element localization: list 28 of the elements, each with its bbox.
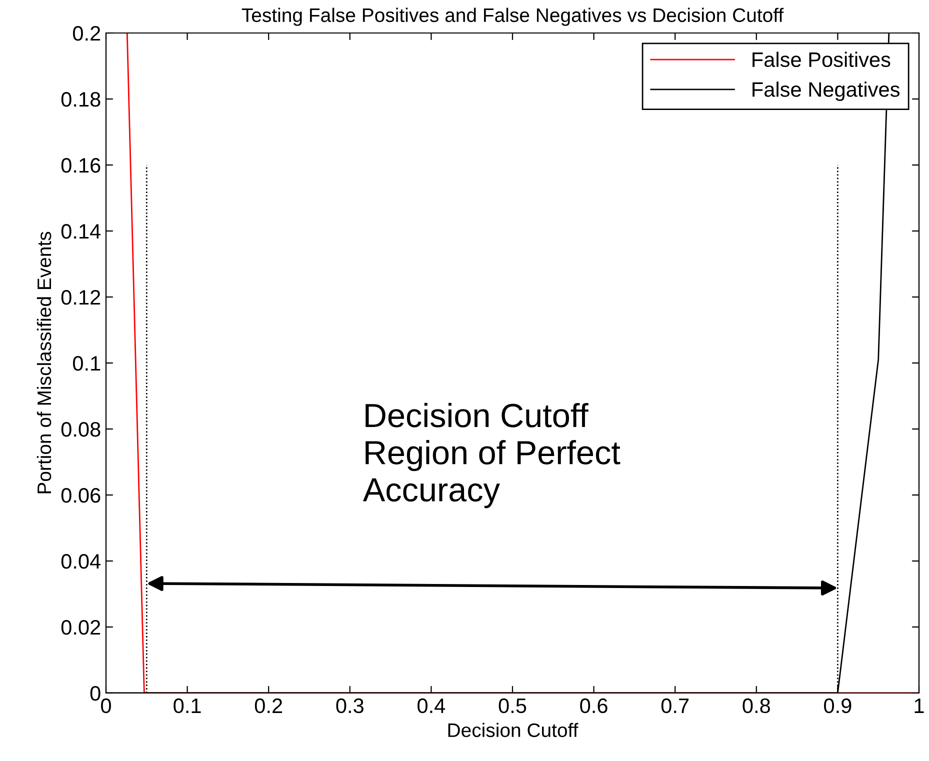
x-tick-label: 0.9 <box>824 698 852 714</box>
y-tick-label: 0.18 <box>61 92 100 107</box>
chart-title: Testing False Positives and False Negatives vs Decision Cutoff <box>242 8 784 26</box>
x-tick-label: 0.6 <box>580 698 608 714</box>
legend-label: False Negatives <box>752 82 900 102</box>
y-tick-label: 0.2 <box>72 26 100 41</box>
y-tick-label: 0 <box>90 686 100 701</box>
y-tick-label: 0.12 <box>61 290 100 305</box>
y-tick-label: 0.08 <box>61 422 100 437</box>
x-tick-label: 0.2 <box>254 698 282 714</box>
y-tick-label: 0.14 <box>61 224 101 239</box>
y-tick-label: 0.04 <box>61 554 101 569</box>
y-tick-label: 0.16 <box>61 158 100 173</box>
annotation: Decision Cutoff Region of Perfect Accuracy <box>362 402 620 508</box>
legend-label: False Positives <box>752 52 890 68</box>
x-axis-title: Decision Cutoff <box>448 722 578 738</box>
x-tick-label: 0.3 <box>336 698 364 714</box>
x-tick-label: 0.8 <box>742 698 770 714</box>
x-tick-label: 0.4 <box>418 698 446 714</box>
x-tick-label: 1 <box>914 698 924 713</box>
y-tick-label: 0.06 <box>61 488 100 503</box>
y-tick-label: 0.1 <box>72 356 100 371</box>
x-tick-label: 0.5 <box>498 698 526 714</box>
x-tick-label: 0.1 <box>174 698 201 714</box>
y-tick-label: 0.02 <box>61 620 100 635</box>
x-tick-label: 0 <box>101 698 111 714</box>
x-tick-label: 0.7 <box>661 698 689 714</box>
y-axis-title: Portion of Misclassified Events <box>36 232 52 494</box>
